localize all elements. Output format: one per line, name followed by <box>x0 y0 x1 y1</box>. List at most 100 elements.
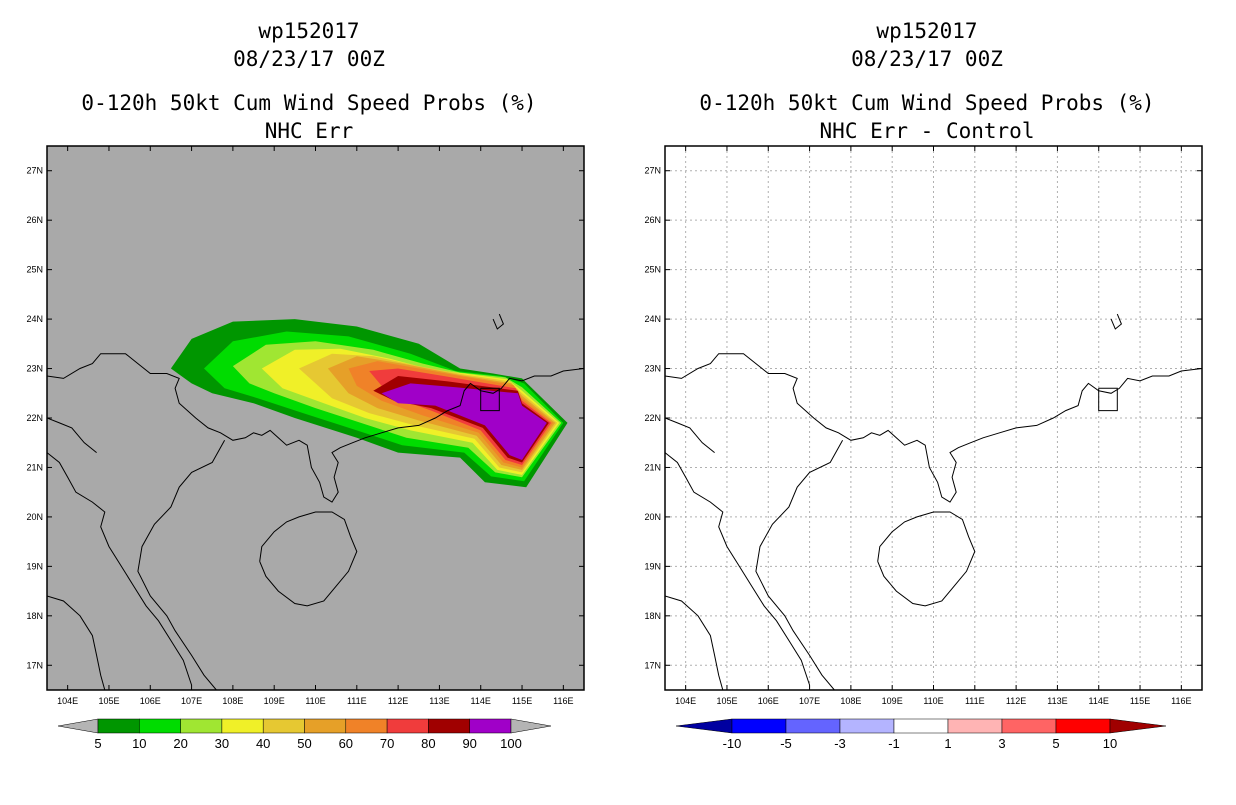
right-lat-label: 24N <box>644 314 661 324</box>
colorbar-label: 30 <box>215 736 229 751</box>
right-lon-label: 108E <box>840 696 861 706</box>
colorbar-swatch <box>139 718 181 734</box>
right-title-line4: NHC Err - Control <box>820 119 1035 143</box>
colorbar-label: 3 <box>998 736 1005 751</box>
right-coastline-1 <box>877 511 976 607</box>
colorbar-label: -10 <box>723 736 742 751</box>
colorbar-swatch <box>97 718 140 734</box>
right-lat-label: 22N <box>644 413 661 423</box>
right-coastline-4 <box>665 595 724 690</box>
left-coastline-5 <box>47 417 97 453</box>
colorbar-swatch <box>947 718 1003 734</box>
colorbar-swatch <box>386 718 429 734</box>
left-lon-label: 115E <box>512 696 532 706</box>
right-coastline-6 <box>1098 387 1118 412</box>
colorbar-swatch <box>221 718 264 734</box>
colorbar-label: 40 <box>256 736 270 751</box>
colorbar-left-arrow <box>675 718 733 734</box>
right-lon-label: 115E <box>1130 696 1150 706</box>
left-coastline-6 <box>480 387 500 412</box>
left-lon-label: 110E <box>305 696 325 706</box>
left-lat-label: 25N <box>26 265 43 275</box>
right-gridlines <box>665 146 1202 690</box>
left-lon-label: 114E <box>471 696 491 706</box>
right-axis-ticks: 104E 105E 106E 107E 108E 109E 110E 111E 112E 113E… <box>644 146 1202 706</box>
left-lat-label: 20N <box>26 512 43 522</box>
prob-contour-90 <box>381 383 547 460</box>
right-lat-label: 25N <box>644 265 661 275</box>
left-lon-label: 104E <box>57 696 78 706</box>
left-lat-label: 24N <box>26 314 43 324</box>
left-map-panel: 104E 105E 106E 107E 108E 109E 110E 111E 112E 113E… <box>26 145 585 706</box>
colorbar-swatch <box>469 718 512 734</box>
left-colorbar: 5 10 20 30 40 50 60 70 80 90 100 <box>57 718 552 751</box>
left-lat-label: 27N <box>26 166 43 176</box>
left-title-line3: 0-120h 50kt Cum Wind Speed Probs (%) <box>81 91 536 115</box>
left-lat-label: 21N <box>26 462 43 472</box>
right-map-panel: 104E 105E 106E 107E 108E 109E 110E 111E 112E 113E… <box>644 145 1203 706</box>
colorbar-swatch <box>785 718 841 734</box>
left-coastline-0 <box>47 353 584 503</box>
left-lon-label: 109E <box>264 696 285 706</box>
right-lon-label: 104E <box>675 696 696 706</box>
left-lat-label: 23N <box>26 364 43 374</box>
left-lat-label: 22N <box>26 413 43 423</box>
right-coastline-3 <box>665 452 811 686</box>
right-lon-label: 111E <box>965 696 985 706</box>
left-lat-label: 18N <box>26 611 43 621</box>
left-coastline-1 <box>259 511 358 607</box>
left-lon-label: 108E <box>222 696 243 706</box>
right-lon-label: 109E <box>882 696 903 706</box>
right-lon-label: 110E <box>923 696 943 706</box>
right-lat-label: 21N <box>644 462 661 472</box>
right-coastline-2 <box>755 440 844 690</box>
colorbar-swatch <box>1055 718 1111 734</box>
colorbar-label: -5 <box>780 736 792 751</box>
right-coastlines <box>665 313 1202 690</box>
colorbar-swatch <box>180 718 223 734</box>
right-lat-label: 26N <box>644 215 661 225</box>
left-lat-label: 19N <box>26 561 43 571</box>
colorbar-swatch <box>893 718 949 734</box>
colorbar-swatch <box>345 718 388 734</box>
colorbar-label: 60 <box>339 736 353 751</box>
right-lat-label: 17N <box>644 660 661 670</box>
left-lon-label: 112E <box>388 696 408 706</box>
colorbar-swatch <box>304 718 347 734</box>
colorbar-swatch <box>262 718 305 734</box>
right-title-line3: 0-120h 50kt Cum Wind Speed Probs (%) <box>699 91 1154 115</box>
colorbar-swatch <box>428 718 470 734</box>
colorbar-label: -3 <box>834 736 846 751</box>
colorbar-label: 1 <box>944 736 951 751</box>
right-lat-label: 18N <box>644 611 661 621</box>
colorbar-swatch <box>731 718 787 734</box>
colorbar-label: 50 <box>297 736 311 751</box>
left-lon-label: 111E <box>347 696 367 706</box>
colorbar-right-arrow <box>510 718 552 734</box>
colorbar-label: 20 <box>173 736 187 751</box>
left-lat-label: 26N <box>26 215 43 225</box>
colorbar-swatch <box>839 718 895 734</box>
left-lon-label: 116E <box>553 696 573 706</box>
left-lon-label: 105E <box>98 696 119 706</box>
colorbar-label: 80 <box>421 736 435 751</box>
colorbar-label: 5 <box>94 736 101 751</box>
left-coastline-7 <box>492 313 505 330</box>
right-coastline-5 <box>665 417 715 453</box>
colorbar-right-arrow <box>1109 718 1167 734</box>
colorbar-label: 70 <box>380 736 394 751</box>
right-lon-label: 112E <box>1006 696 1026 706</box>
right-lat-label: 23N <box>644 364 661 374</box>
right-colorbar: -10 -5 -3 -1 1 3 5 10 <box>675 718 1167 751</box>
left-lon-label: 107E <box>181 696 202 706</box>
left-lon-label: 113E <box>429 696 449 706</box>
right-coastline-7 <box>1110 313 1123 330</box>
left-coastline-4 <box>47 595 106 690</box>
left-title-line1: wp152017 <box>258 19 359 43</box>
right-title-line1: wp152017 <box>876 19 977 43</box>
left-coastlines <box>47 313 584 690</box>
colorbar-label: 10 <box>1103 736 1117 751</box>
left-title-line4: NHC Err <box>265 119 354 143</box>
left-axis-ticks: 104E 105E 106E 107E 108E 109E 110E 111E 112E 113E… <box>26 146 584 706</box>
